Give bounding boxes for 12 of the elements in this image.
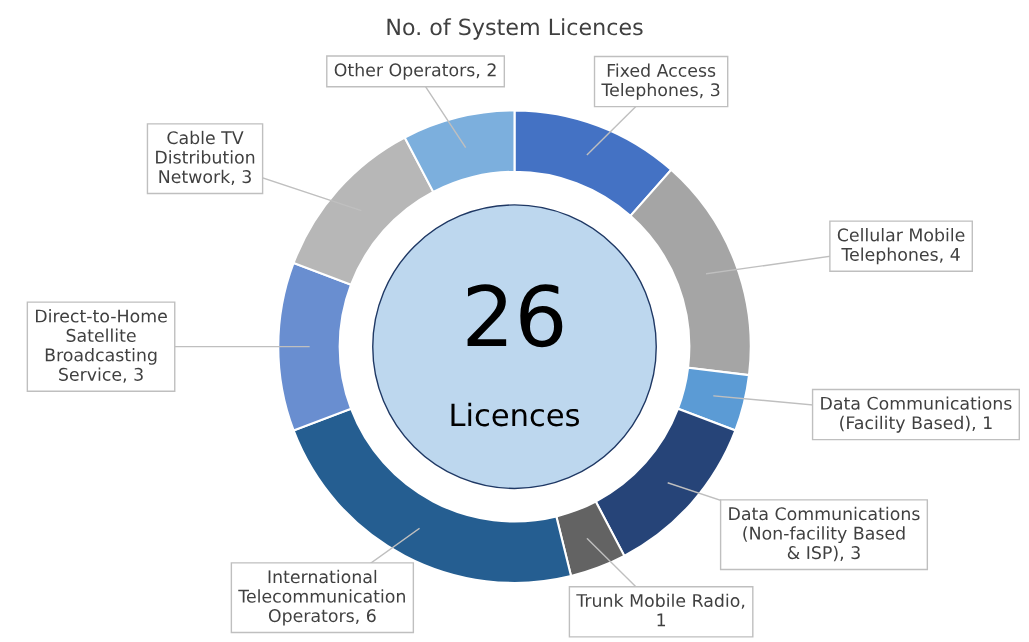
slice-label: Cellular Mobile Telephones, 4 xyxy=(837,228,965,265)
slice-label: Data Communications (Non-facility Based & ISP), 3 xyxy=(729,506,920,562)
slice-label: Cable TV Distribution Network, 3 xyxy=(156,130,255,185)
slice-label: Direct-to-Home Satellite Broadcasting Service, 3 xyxy=(35,309,167,383)
chart-title: No. of System Licences xyxy=(387,18,643,40)
slice-label: Fixed Access Telephones, 3 xyxy=(601,63,720,100)
slice-label: International Telecommunication Operators, 6 xyxy=(238,569,405,626)
text: Licences xyxy=(451,402,579,427)
text: 26 xyxy=(467,284,563,348)
slice-label: Trunk Mobile Radio, 1 xyxy=(576,593,745,627)
slice-label: Other Operators, 2 xyxy=(334,63,496,80)
slice-label: Data Communications (Facility Based), 1 xyxy=(821,396,1012,433)
